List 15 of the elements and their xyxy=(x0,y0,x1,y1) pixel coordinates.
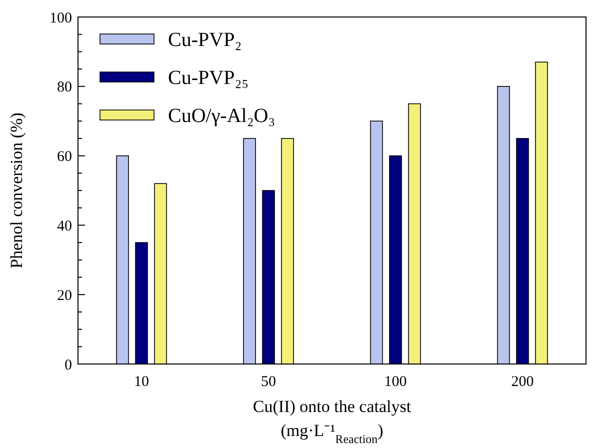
y-axis-title: Phenol conversion (%) xyxy=(7,112,26,268)
y-tick-label: 20 xyxy=(57,288,72,304)
legend-label: CuO/γ-Al₂O₃ xyxy=(168,105,276,127)
legend-label: Cu-PVP₂ xyxy=(168,29,242,51)
x-tick-label: 10 xyxy=(134,374,149,390)
x-tick-label: 100 xyxy=(384,374,407,390)
legend-label: Cu-PVP₂₅ xyxy=(168,67,249,89)
y-tick-label: 40 xyxy=(57,218,72,234)
y-tick-label: 0 xyxy=(64,357,72,374)
x-axis-title: Cu(II) onto the catalyst (mg·L⁻¹$_{Reaction}$) xyxy=(252,397,412,446)
x-tick-label: 50 xyxy=(261,374,276,390)
x-tick-label: 200 xyxy=(511,374,534,390)
y-tick-label: 80 xyxy=(57,80,72,96)
y-tick-label: 60 xyxy=(57,149,72,166)
y-tick-label: 100 xyxy=(50,10,72,26)
